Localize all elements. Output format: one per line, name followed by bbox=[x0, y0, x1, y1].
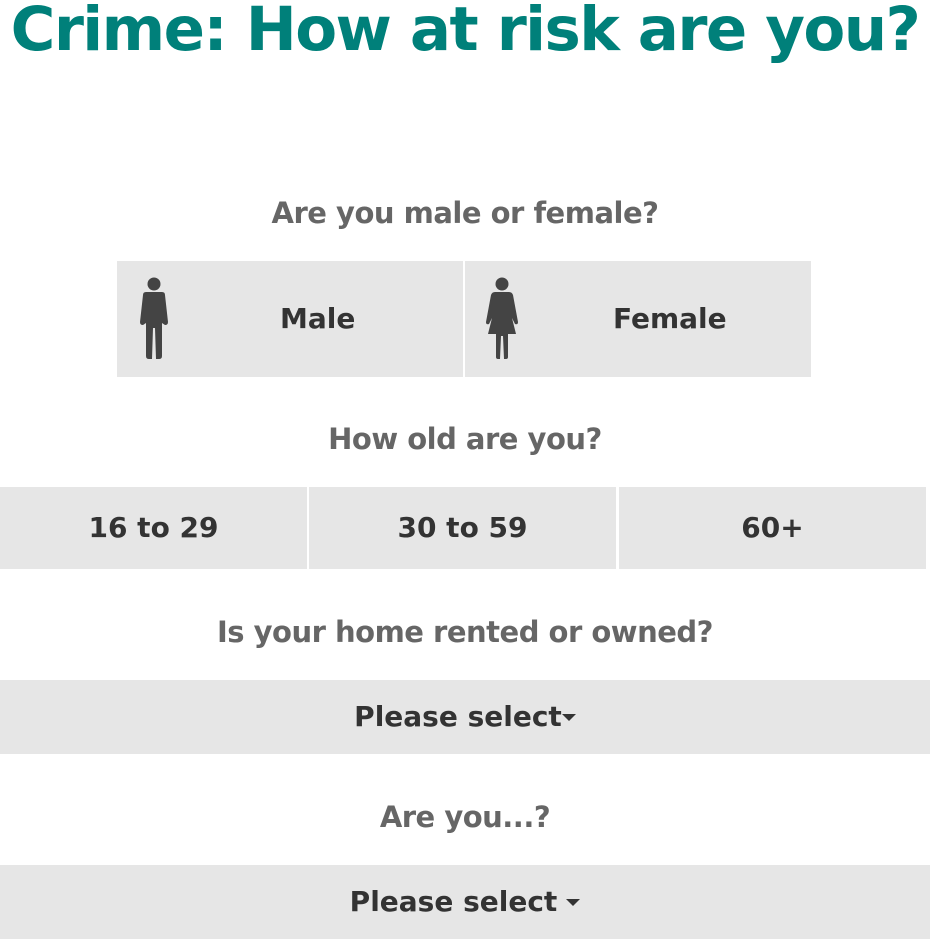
status-select-label: Please select bbox=[349, 885, 558, 918]
status-select[interactable]: Please select bbox=[0, 865, 930, 939]
age-question: How old are you? bbox=[328, 422, 602, 456]
age-60-plus-button[interactable]: 60+ bbox=[619, 487, 926, 569]
age-16-to-29-button[interactable]: 16 to 29 bbox=[0, 487, 307, 569]
male-figure-icon bbox=[140, 277, 168, 359]
home-question: Is your home rented or owned? bbox=[216, 615, 714, 649]
home-tenure-select[interactable]: Please select bbox=[0, 680, 930, 754]
female-figure-icon bbox=[486, 277, 518, 359]
age-options: 16 to 29 30 to 59 60+ bbox=[0, 487, 926, 569]
female-option-label: Female bbox=[613, 302, 727, 335]
female-option-button[interactable]: Female bbox=[465, 261, 811, 377]
age-30-to-59-button[interactable]: 30 to 59 bbox=[309, 487, 616, 569]
caret-down-icon bbox=[561, 713, 576, 721]
caret-down-icon bbox=[566, 898, 581, 906]
status-question: Are you...? bbox=[379, 800, 551, 834]
gender-question: Are you male or female? bbox=[271, 196, 659, 230]
gender-options: Male Female bbox=[117, 261, 811, 377]
page-title: Crime: How at risk are you? bbox=[10, 0, 921, 65]
male-option-button[interactable]: Male bbox=[117, 261, 463, 377]
male-option-label: Male bbox=[280, 302, 356, 335]
home-tenure-select-label: Please select bbox=[354, 700, 562, 733]
